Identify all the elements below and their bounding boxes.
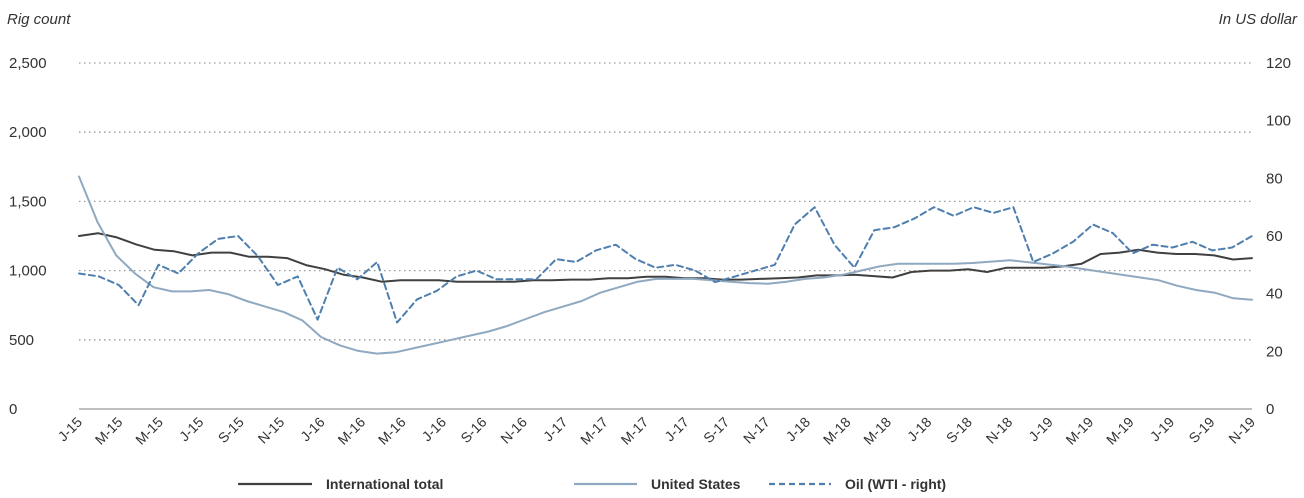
left-axis-title: Rig count — [7, 11, 71, 28]
x-tick-label: M-19 — [1103, 414, 1137, 448]
x-tick-label: J-18 — [783, 414, 814, 445]
y-left-tick-label: 2,000 — [9, 124, 47, 141]
x-tick-label: J-18 — [904, 414, 935, 445]
x-tick-label: M-18 — [820, 414, 854, 448]
right-axis-title: In US dollar — [1219, 11, 1298, 28]
y-left-tick-label: 2,500 — [9, 55, 47, 72]
x-tick-label: J-15 — [176, 414, 207, 445]
x-tick-label: N-18 — [983, 414, 1016, 447]
x-tick-label: S-16 — [457, 414, 489, 446]
x-tick-label: N-17 — [740, 414, 773, 447]
y-left-tick-label: 0 — [9, 401, 17, 418]
x-tick-label: N-19 — [1225, 414, 1258, 447]
x-tick-label: S-19 — [1185, 414, 1217, 446]
legend-label: Oil (WTI - right) — [845, 476, 946, 492]
x-tick-label: M-16 — [334, 414, 368, 448]
axes: 0 500 1,000 1,500 2,000 2,500 0 20 40 60 80 100 120 J… — [9, 55, 1291, 448]
series-line-oil-wti-right — [78, 206, 1253, 324]
x-tick-label: M-16 — [375, 414, 409, 448]
x-tick-label: J-19 — [1147, 414, 1178, 445]
x-tick-label: J-17 — [661, 414, 692, 445]
y-right-tick-label: 120 — [1266, 55, 1291, 72]
legend-label: International total — [326, 476, 443, 492]
legend-label: United States — [651, 476, 741, 492]
y-right-tick-label: 20 — [1266, 343, 1283, 360]
x-tick-label: S-18 — [943, 414, 975, 446]
legend: International total United States Oil (WTI… — [238, 476, 946, 492]
x-tick-label: M-17 — [577, 414, 611, 448]
x-tick-label: M-15 — [132, 414, 166, 448]
x-tick-label: J-19 — [1025, 414, 1056, 445]
series-lines — [78, 175, 1253, 355]
x-tick-label: N-15 — [255, 414, 288, 447]
x-tick-label: S-17 — [700, 414, 732, 446]
x-tick-label: J-15 — [55, 414, 86, 445]
y-left-tick-label: 500 — [9, 332, 34, 349]
x-tick-label: J-16 — [297, 414, 328, 445]
x-tick-label: M-18 — [860, 414, 894, 448]
y-right-tick-label: 60 — [1266, 228, 1283, 245]
gridlines — [79, 62, 1252, 341]
x-tick-label: M-19 — [1062, 414, 1096, 448]
x-tick-label: S-15 — [215, 414, 247, 446]
y-right-tick-label: 100 — [1266, 113, 1291, 130]
y-right-tick-label: 40 — [1266, 286, 1283, 303]
x-tick-label: J-16 — [419, 414, 450, 445]
x-tick-label: N-16 — [497, 414, 530, 447]
y-left-tick-label: 1,500 — [9, 193, 47, 210]
y-right-tick-label: 80 — [1266, 170, 1283, 187]
x-tick-label: J-17 — [540, 414, 571, 445]
y-right-tick-label: 0 — [1266, 401, 1274, 418]
series-line-international-total — [78, 232, 1253, 283]
x-tick-label: M-17 — [618, 414, 652, 448]
y-left-tick-label: 1,000 — [9, 263, 47, 280]
series-line-united-states — [78, 175, 1253, 355]
x-tick-label: M-15 — [92, 414, 126, 448]
